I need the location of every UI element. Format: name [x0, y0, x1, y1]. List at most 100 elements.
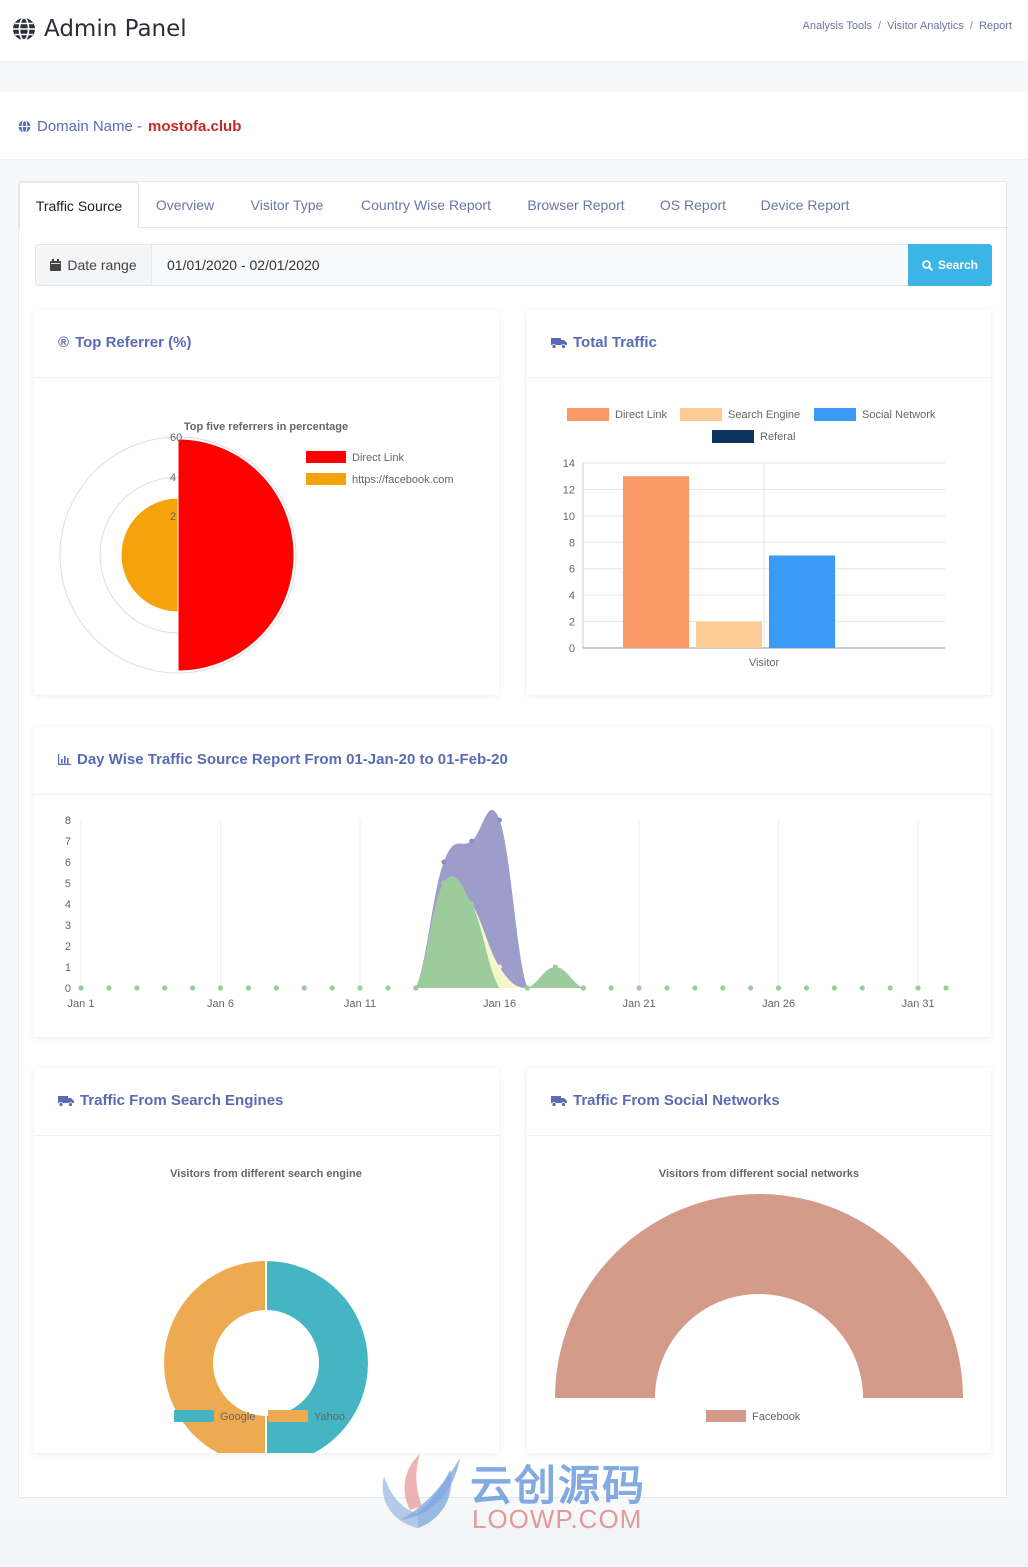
breadcrumb-separator: / — [878, 20, 882, 32]
y-tick-label: 7 — [65, 836, 71, 848]
breadcrumb-separator: / — [969, 20, 973, 32]
data-point — [385, 985, 391, 991]
search-button[interactable]: Search — [908, 244, 992, 286]
y-tick-label: 6 — [65, 857, 71, 869]
y-tick-label: 10 — [563, 511, 575, 523]
x-tick-label: Jan 6 — [207, 998, 234, 1010]
legend-swatch — [567, 408, 609, 421]
truck-icon — [551, 337, 567, 349]
breadcrumb: Analysis Tools / Visitor Analytics / Rep… — [803, 20, 1012, 32]
chart-title: Visitors from different search engine — [170, 1168, 362, 1180]
domain-value: mostofa.club — [148, 118, 242, 135]
legend-label: Google — [220, 1411, 255, 1423]
data-point — [106, 985, 112, 991]
top-referrer-chart: Top five referrers in percentage 2 4 60 Dire… — [59, 421, 454, 674]
social-networks-title: Traffic From Social Networks — [573, 1092, 780, 1109]
card-title: Day Wise Traffic Source Report From 01-J… — [58, 751, 508, 768]
data-point — [748, 985, 754, 991]
bar — [769, 555, 835, 648]
data-point — [441, 880, 447, 886]
breadcrumb-visitor-analytics[interactable]: Visitor Analytics — [887, 20, 964, 32]
top-bar: Admin Panel Analysis Tools / Visitor Ana… — [0, 0, 1028, 62]
legend-swatch — [174, 1410, 214, 1422]
radial-grid-ring — [59, 436, 297, 674]
date-range-label: Date range — [36, 245, 152, 285]
tab-device-report[interactable]: Device Report — [760, 197, 850, 213]
social-networks-chart: Visitors from different social networks F… — [555, 1168, 963, 1423]
data-point — [608, 985, 614, 991]
bar — [696, 621, 762, 648]
total-traffic-title: Total Traffic — [573, 334, 657, 351]
x-tick-label: Jan 1 — [68, 998, 95, 1010]
tab-overview[interactable]: Overview — [155, 197, 215, 213]
registered-icon: ® — [58, 334, 70, 351]
data-point — [357, 985, 363, 991]
y-tick-label: 5 — [65, 878, 71, 890]
donut-slice — [162, 1258, 267, 1453]
data-point — [887, 985, 893, 991]
card-header: Traffic From Search Engines — [34, 1068, 499, 1136]
tab-country-wise-report[interactable]: Country Wise Report — [361, 197, 491, 213]
truck-icon — [551, 1095, 567, 1107]
card-header: Day Wise Traffic Source Report From 01-J… — [34, 727, 991, 795]
data-point — [162, 985, 168, 991]
top-referrer-card: ® Top Referrer (%) Top five referrers in… — [34, 310, 499, 695]
data-point — [441, 859, 447, 865]
x-tick-label: Jan 11 — [344, 998, 376, 1010]
data-point — [524, 985, 531, 991]
data-point — [497, 817, 502, 823]
x-tick-label: Jan 31 — [902, 998, 935, 1010]
watermark: 云创源码 LOOWP.COM — [370, 1450, 670, 1535]
data-point — [636, 985, 642, 991]
tab-browser-report[interactable]: Browser Report — [527, 197, 625, 213]
data-point — [217, 985, 224, 991]
tab-visitor-type[interactable]: Visitor Type — [250, 197, 324, 213]
chart-title: Top five referrers in percentage — [184, 421, 348, 433]
data-point — [943, 985, 949, 991]
legend-swatch — [680, 408, 722, 421]
tab-os-report[interactable]: OS Report — [659, 197, 727, 213]
watermark-cn: 云创源码 — [470, 1461, 647, 1510]
data-point — [469, 901, 475, 907]
y-tick-label: 1 — [65, 962, 71, 974]
breadcrumb-report: Report — [978, 20, 1012, 32]
search-icon — [922, 259, 933, 271]
data-point — [78, 985, 84, 991]
search-engines-title: Traffic From Search Engines — [80, 1092, 284, 1109]
x-tick-label: Jan 26 — [762, 998, 795, 1010]
header-spacer — [0, 62, 1028, 92]
y-tick-label: 4 — [569, 590, 575, 602]
bar — [623, 476, 689, 648]
date-range-label-text: Date range — [67, 257, 137, 273]
watermark-en: LOOWP.COM — [472, 1504, 643, 1534]
legend-swatch — [712, 430, 754, 443]
legend-label: https://facebook.com — [352, 474, 454, 486]
search-engines-card: Traffic From Search Engines Visitors fro… — [34, 1068, 499, 1453]
x-tick-label: Visitor — [749, 657, 780, 669]
radial-tick-label: 60 — [170, 432, 182, 444]
data-point — [134, 985, 140, 991]
polar-slice — [177, 438, 295, 672]
brand[interactable]: Admin Panel — [12, 14, 187, 44]
legend-label: Search Engine — [728, 409, 800, 421]
globe-icon — [13, 17, 35, 41]
search-button-label: Search — [937, 258, 979, 272]
date-range-input[interactable]: 01/01/2020 - 02/01/2020 — [152, 245, 909, 285]
legend-swatch — [306, 473, 346, 485]
y-tick-label: 2 — [65, 941, 71, 953]
domain-label: Domain Name - — [37, 118, 143, 135]
y-tick-label: 12 — [563, 484, 575, 496]
y-tick-label: 2 — [569, 617, 575, 629]
data-point — [301, 985, 307, 991]
legend-label: Yahoo — [314, 1411, 345, 1423]
tab-traffic-source[interactable]: Traffic Source — [19, 182, 139, 229]
y-tick-label: 0 — [65, 983, 71, 995]
data-point — [859, 985, 865, 991]
data-point — [469, 838, 475, 844]
donut-slice — [265, 1258, 370, 1453]
card-title: Total Traffic — [551, 334, 657, 351]
breadcrumb-analysis-tools[interactable]: Analysis Tools — [802, 20, 873, 32]
day-wise-title: Day Wise Traffic Source Report From 01-J… — [77, 751, 508, 768]
bar-chart-icon — [58, 754, 71, 765]
data-point — [580, 985, 586, 991]
